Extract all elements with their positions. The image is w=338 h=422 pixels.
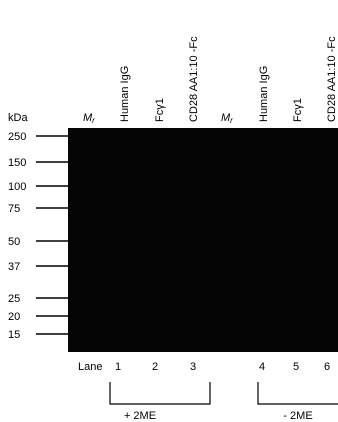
column-label: Fcγ1 <box>292 98 304 122</box>
column-label: Mr <box>221 112 233 125</box>
lane-label: Lane <box>78 361 102 373</box>
column-label: Mr <box>83 112 95 125</box>
group-label: + 2ME <box>124 410 156 422</box>
bracket <box>110 382 210 404</box>
column-label: Fcγ1 <box>154 98 166 122</box>
marker-size: 250 <box>8 131 26 143</box>
lane-number: 1 <box>115 361 121 373</box>
group-label: - 2ME <box>283 410 312 422</box>
marker-size: 150 <box>8 157 26 169</box>
lane-number: 4 <box>259 361 265 373</box>
marker-size: 100 <box>8 181 26 193</box>
lane-number: 5 <box>293 361 299 373</box>
column-label-sub: r <box>230 116 233 125</box>
column-label: CD28 AA1:10 -Fc <box>188 36 200 122</box>
marker-size: 50 <box>8 236 20 248</box>
column-label-sub: r <box>92 116 95 125</box>
column-label: CD28 AA1:10 -Fc <box>326 36 338 122</box>
marker-size: 20 <box>8 311 20 323</box>
column-label: Human IgG <box>258 66 270 122</box>
column-label: Human IgG <box>119 66 131 122</box>
marker-size: 25 <box>8 293 20 305</box>
marker-size: 75 <box>8 203 20 215</box>
kda-label: kDa <box>8 112 28 124</box>
gel-image <box>68 128 338 352</box>
lane-number: 3 <box>190 361 196 373</box>
page: kDa Lane + 2ME - 2ME Mr Human IgG Fcγ1 CD28… <box>0 0 338 422</box>
marker-size: 37 <box>8 261 20 273</box>
marker-size: 15 <box>8 329 20 341</box>
gel-figure: kDa Lane + 2ME - 2ME Mr Human IgG Fcγ1 CD28… <box>0 0 338 422</box>
lane-number: 2 <box>152 361 158 373</box>
bracket <box>258 382 338 404</box>
lane-number: 6 <box>324 361 330 373</box>
